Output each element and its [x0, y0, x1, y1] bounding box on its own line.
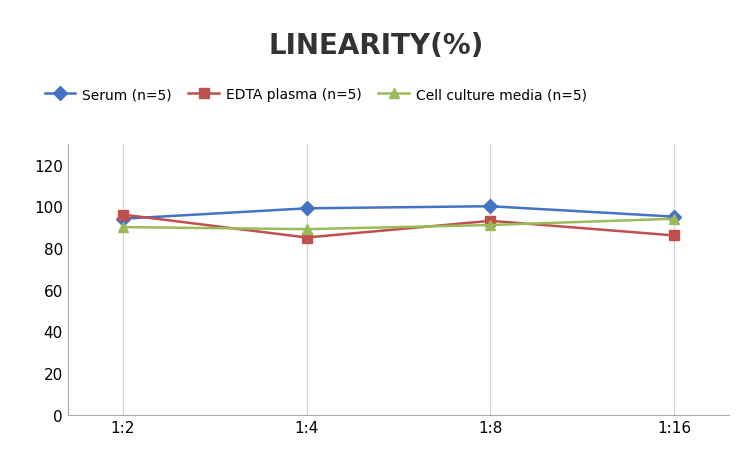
- Legend: Serum (n=5), EDTA plasma (n=5), Cell culture media (n=5): Serum (n=5), EDTA plasma (n=5), Cell cul…: [44, 88, 587, 102]
- Text: LINEARITY(%): LINEARITY(%): [268, 32, 484, 60]
